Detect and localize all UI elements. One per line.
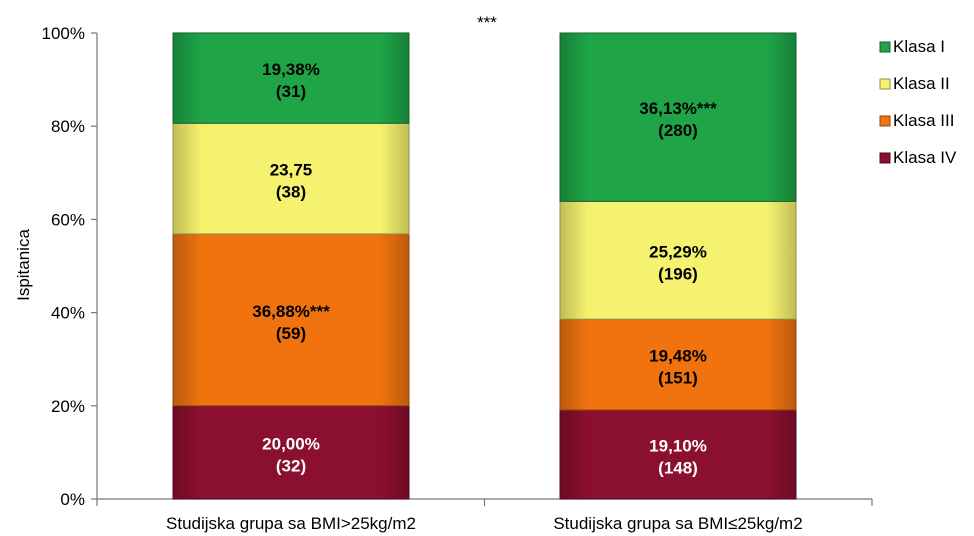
bar-value-label: 23,75 — [270, 161, 313, 180]
legend-label: Klasa III — [893, 111, 954, 130]
bar-segment-klasa-iii — [559, 318, 797, 411]
significance-annotation: *** — [477, 13, 497, 32]
bar-segment-klasa-iv — [559, 409, 797, 500]
legend-label: Klasa IV — [893, 148, 957, 167]
bar-value-label: 19,10% — [649, 436, 707, 455]
legend-swatch — [879, 152, 891, 164]
y-tick-label: 20% — [51, 397, 85, 416]
bar-count-label: (148) — [658, 458, 698, 477]
bar-count-label: (151) — [658, 369, 698, 388]
bars — [172, 32, 797, 500]
bar-segment-klasa-iii — [172, 233, 410, 407]
x-axis: Studijska grupa sa BMI>25kg/m2 Studijska … — [96, 498, 873, 533]
legend-swatch — [879, 41, 891, 53]
bar-segment-klasa-ii — [172, 122, 410, 235]
bar-value-label: 20,00% — [262, 434, 320, 453]
bar-labels: 20,00% (32) 36,88%*** (59) 23,75 (38) 19,38% (3… — [252, 60, 717, 477]
y-tick-label: 100% — [42, 24, 85, 43]
y-tick-label: 0% — [60, 490, 85, 509]
y-tick-label: 40% — [51, 304, 85, 323]
bar-value-label: 36,88%*** — [252, 302, 330, 321]
legend-label: Klasa I — [893, 37, 945, 56]
y-axis: 0% 20% 40% 60% 80% 100% — [42, 24, 98, 509]
x-category-label: Studijska grupa sa BMI≤25kg/m2 — [553, 514, 802, 533]
bar-count-label: (59) — [276, 324, 306, 343]
bar-segment-klasa-i — [172, 32, 410, 124]
y-tick-label: 60% — [51, 210, 85, 229]
bar-value-label: 36,13%*** — [639, 99, 717, 118]
bar-value-label: 25,29% — [649, 242, 707, 261]
bar-count-label: (196) — [658, 264, 698, 283]
legend-swatch — [879, 78, 891, 90]
bar-value-label: 19,38% — [262, 60, 320, 79]
bar-count-label: (32) — [276, 456, 306, 475]
bar-segment-klasa-iv — [172, 405, 410, 500]
y-axis-title: Ispitanica — [14, 229, 33, 301]
legend: Klasa I Klasa II Klasa III Klasa IV — [879, 37, 957, 167]
bar-segment-klasa-i — [559, 32, 797, 202]
bar-segment-klasa-ii — [559, 200, 797, 320]
y-tick-label: 80% — [51, 117, 85, 136]
legend-swatch — [879, 115, 891, 127]
bar-value-label: 19,48% — [649, 347, 707, 366]
bar-count-label: (280) — [658, 121, 698, 140]
x-category-label: Studijska grupa sa BMI>25kg/m2 — [166, 514, 416, 533]
bar-count-label: (38) — [276, 183, 306, 202]
bar-count-label: (31) — [276, 82, 306, 101]
legend-label: Klasa II — [893, 74, 950, 93]
